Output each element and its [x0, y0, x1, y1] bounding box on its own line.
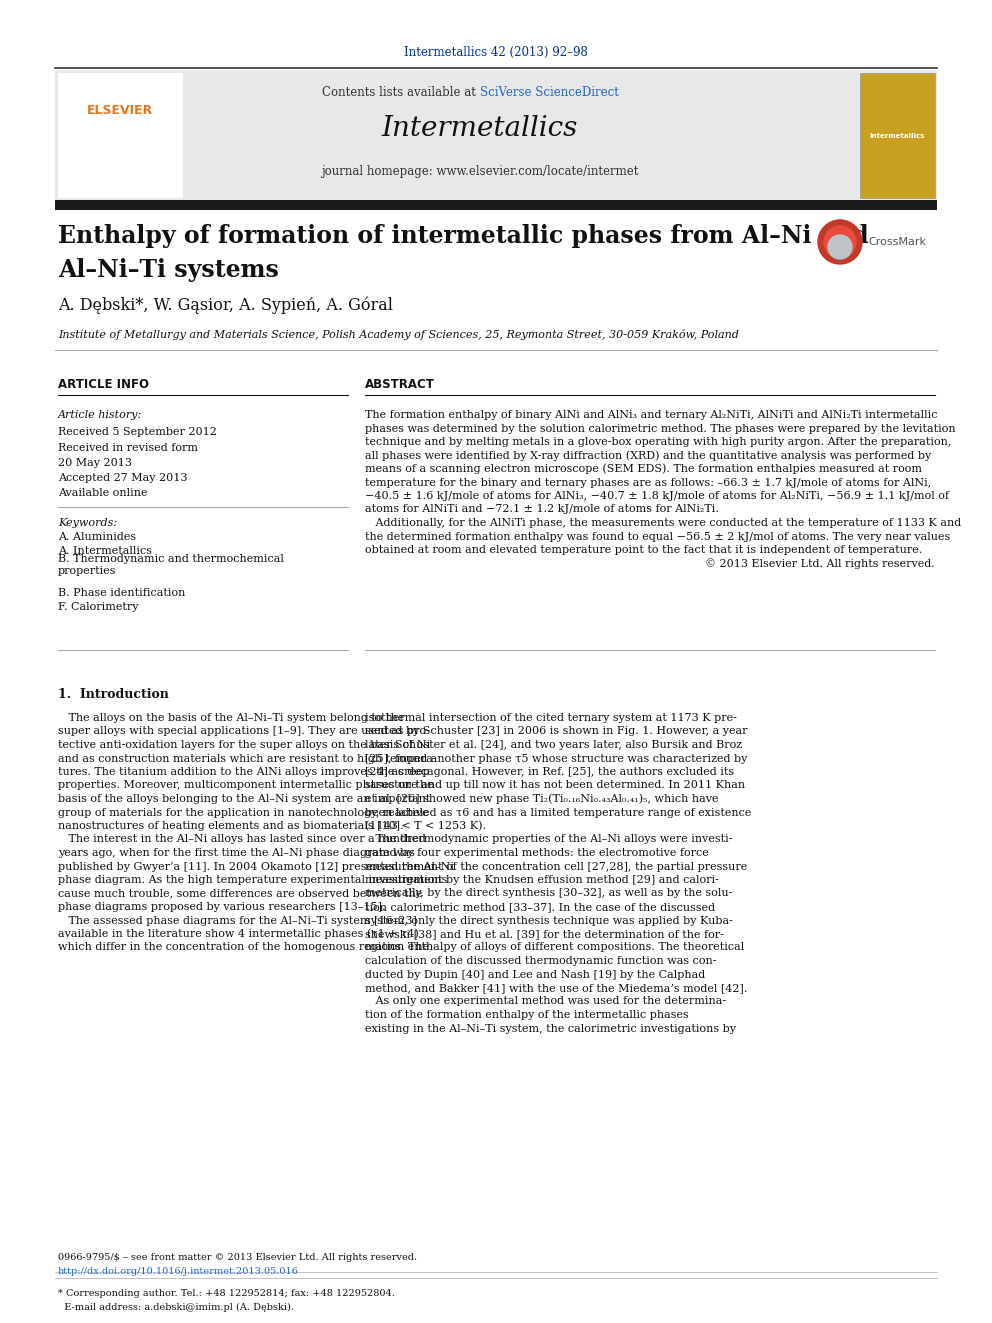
Circle shape: [818, 220, 862, 265]
Text: method, and Bakker [41] with the use of the Miedema’s model [42].: method, and Bakker [41] with the use of …: [365, 983, 747, 994]
Text: © 2013 Elsevier Ltd. All rights reserved.: © 2013 Elsevier Ltd. All rights reserved…: [705, 558, 935, 569]
Text: Available online: Available online: [58, 488, 148, 497]
Text: published by Gwyer’a [11]. In 2004 Okamoto [12] presented the Al–Ni: published by Gwyer’a [11]. In 2004 Okamo…: [58, 861, 454, 872]
Text: journal homepage: www.elsevier.com/locate/intermet: journal homepage: www.elsevier.com/locat…: [321, 165, 639, 179]
Text: F. Calorimetry: F. Calorimetry: [58, 602, 139, 613]
Text: Enthalpy of formation of intermetallic phases from Al–Ni and: Enthalpy of formation of intermetallic p…: [58, 224, 869, 247]
Text: been labeled as τ6 and has a limited temperature range of existence: been labeled as τ6 and has a limited tem…: [365, 807, 751, 818]
Text: et al. [26] showed new phase Ti₂(Ti₀.₁₆Ni₀.₄₃Al₀.₄₁)₅, which have: et al. [26] showed new phase Ti₂(Ti₀.₁₆N…: [365, 794, 718, 804]
Text: existing in the Al–Ni–Ti system, the calorimetric investigations by: existing in the Al–Ni–Ti system, the cal…: [365, 1024, 736, 1033]
Text: Intermetallics 42 (2013) 92–98: Intermetallics 42 (2013) 92–98: [404, 45, 588, 58]
Text: [25], found another phase τ5 whose structure was characterized by: [25], found another phase τ5 whose struc…: [365, 754, 747, 763]
Text: Received in revised form: Received in revised form: [58, 443, 198, 452]
Text: which differ in the concentration of the homogenous regions. The: which differ in the concentration of the…: [58, 942, 430, 953]
Text: all phases were identified by X-ray diffraction (XRD) and the quantitative analy: all phases were identified by X-ray diff…: [365, 450, 931, 460]
Text: super alloys with special applications [1–9]. They are used as pro-: super alloys with special applications […: [58, 726, 430, 737]
Text: structure and up till now it has not been determined. In 2011 Khan: structure and up till now it has not bee…: [365, 781, 745, 791]
Circle shape: [828, 235, 852, 259]
Text: Intermetallics: Intermetallics: [382, 115, 578, 142]
Text: The thermodynamic properties of the Al–Ni alloys were investi-: The thermodynamic properties of the Al–N…: [365, 835, 732, 844]
Text: group of materials for the application in nanotechnology, reactive: group of materials for the application i…: [58, 807, 429, 818]
Text: years ago, when for the first time the Al–Ni phase diagram was: years ago, when for the first time the A…: [58, 848, 415, 859]
Text: means of a scanning electron microscope (SEM EDS). The formation enthalpies meas: means of a scanning electron microscope …: [365, 464, 922, 474]
Text: B. Phase identification: B. Phase identification: [58, 587, 186, 598]
Text: measurement of the concentration cell [27,28], the partial pressure: measurement of the concentration cell [2…: [365, 861, 747, 872]
Text: tective anti-oxidation layers for the super alloys on the basis of Ni: tective anti-oxidation layers for the su…: [58, 740, 431, 750]
Text: SciVerse ScienceDirect: SciVerse ScienceDirect: [480, 86, 619, 98]
Text: The interest in the Al–Ni alloys has lasted since over a hundred: The interest in the Al–Ni alloys has las…: [58, 835, 426, 844]
Text: http://dx.doi.org/10.1016/j.intermet.2013.05.016: http://dx.doi.org/10.1016/j.intermet.201…: [58, 1266, 299, 1275]
Text: later Schuster et al. [24], and two years later, also Bursik and Broz: later Schuster et al. [24], and two year…: [365, 740, 742, 750]
Text: Intermetallics: Intermetallics: [869, 134, 925, 139]
Text: shewski [38] and Hu et al. [39] for the determination of the for-: shewski [38] and Hu et al. [39] for the …: [365, 929, 724, 939]
Text: 1.  Introduction: 1. Introduction: [58, 688, 169, 701]
Text: ELSEVIER: ELSEVIER: [87, 103, 153, 116]
Text: the determined formation enthalpy was found to equal −56.5 ± 2 kJ/mol of atoms. : the determined formation enthalpy was fo…: [365, 532, 950, 541]
Text: CrossMark: CrossMark: [868, 237, 926, 247]
Text: Al–Ni–Ti systems: Al–Ni–Ti systems: [58, 258, 279, 282]
Text: and as construction materials which are resistant to high tempera-: and as construction materials which are …: [58, 754, 436, 763]
Text: Accepted 27 May 2013: Accepted 27 May 2013: [58, 474, 187, 483]
Text: properties. Moreover, multicomponent intermetallic phases on the: properties. Moreover, multicomponent int…: [58, 781, 434, 791]
Text: The formation enthalpy of binary AlNi and AlNi₃ and ternary Al₂NiTi, AlNiTi and : The formation enthalpy of binary AlNi an…: [365, 410, 937, 419]
Text: isothermal intersection of the cited ternary system at 1173 K pre-: isothermal intersection of the cited ter…: [365, 713, 737, 722]
Text: measurement by the Knudsen effusion method [29] and calori-: measurement by the Knudsen effusion meth…: [365, 875, 719, 885]
Text: Article history:: Article history:: [58, 410, 142, 419]
Text: atoms for AlNiTi and −72.1 ± 1.2 kJ/mole of atoms for AlNi₂Ti.: atoms for AlNiTi and −72.1 ± 1.2 kJ/mole…: [365, 504, 719, 515]
Text: Contents lists available at: Contents lists available at: [322, 86, 480, 98]
Text: The alloys on the basis of the Al–Ni–Ti system belong to the: The alloys on the basis of the Al–Ni–Ti …: [58, 713, 405, 722]
Text: The assessed phase diagrams for the Al–Ni–Ti system [16–23]: The assessed phase diagrams for the Al–N…: [58, 916, 417, 926]
Text: A. Dębski*, W. Gąsior, A. Sypień, A. Góral: A. Dębski*, W. Gąsior, A. Sypień, A. Gór…: [58, 296, 393, 314]
Text: Received 5 September 2012: Received 5 September 2012: [58, 427, 217, 437]
Text: nanostructures of heating elements and as biomaterials [10].: nanostructures of heating elements and a…: [58, 822, 404, 831]
Text: 20 May 2013: 20 May 2013: [58, 458, 132, 468]
Text: phase diagram. As the high temperature experimental investigations: phase diagram. As the high temperature e…: [58, 875, 447, 885]
Text: Keywords:: Keywords:: [58, 519, 117, 528]
Text: basis of the alloys belonging to the Al–Ni system are an important: basis of the alloys belonging to the Al–…: [58, 794, 431, 804]
Text: gated by four experimental methods: the electromotive force: gated by four experimental methods: the …: [365, 848, 708, 859]
Text: A. Aluminides: A. Aluminides: [58, 532, 136, 542]
Text: cause much trouble, some differences are observed between the: cause much trouble, some differences are…: [58, 889, 423, 898]
Text: * Corresponding author. Tel.: +48 122952814; fax: +48 122952804.: * Corresponding author. Tel.: +48 122952…: [58, 1289, 395, 1298]
Bar: [55, 200, 937, 210]
Text: A. Intermetallics: A. Intermetallics: [58, 546, 152, 556]
Circle shape: [824, 226, 856, 258]
Text: ducted by Dupin [40] and Lee and Nash [19] by the Calphad: ducted by Dupin [40] and Lee and Nash [1…: [365, 970, 705, 979]
Text: system, only the direct synthesis technique was applied by Kuba-: system, only the direct synthesis techni…: [365, 916, 733, 926]
Text: ABSTRACT: ABSTRACT: [365, 378, 434, 392]
Text: As only one experimental method was used for the determina-: As only one experimental method was used…: [365, 996, 726, 1007]
Text: tures. The titanium addition to the AlNi alloys improves the creep: tures. The titanium addition to the AlNi…: [58, 767, 430, 777]
Text: (1143 < T < 1253 K).: (1143 < T < 1253 K).: [365, 820, 486, 831]
FancyBboxPatch shape: [55, 70, 937, 200]
Text: tion calorimetric method [33–37]. In the case of the discussed: tion calorimetric method [33–37]. In the…: [365, 902, 715, 912]
Text: Institute of Metallurgy and Materials Science, Polish Academy of Sciences, 25, R: Institute of Metallurgy and Materials Sc…: [58, 329, 739, 340]
Text: [24] as decagonal. However, in Ref. [25], the authors excluded its: [24] as decagonal. However, in Ref. [25]…: [365, 767, 734, 777]
Text: phases was determined by the solution calorimetric method. The phases were prepa: phases was determined by the solution ca…: [365, 423, 955, 434]
Text: metrically, by the direct synthesis [30–32], as well as by the solu-: metrically, by the direct synthesis [30–…: [365, 889, 732, 898]
Bar: [860, 73, 935, 198]
Text: B. Thermodynamic and thermochemical
properties: B. Thermodynamic and thermochemical prop…: [58, 554, 284, 576]
Text: phase diagrams proposed by various researchers [13–15].: phase diagrams proposed by various resea…: [58, 902, 386, 912]
Text: −40.5 ± 1.6 kJ/mole of atoms for AlNi₃, −40.7 ± 1.8 kJ/mole of atoms for Al₂NiTi: −40.5 ± 1.6 kJ/mole of atoms for AlNi₃, …: [365, 491, 949, 501]
Text: E-mail address: a.debski@imim.pl (A. Dębski).: E-mail address: a.debski@imim.pl (A. Dęb…: [58, 1302, 294, 1311]
Text: technique and by melting metals in a glove-box operating with high purity argon.: technique and by melting metals in a glo…: [365, 437, 951, 447]
Text: temperature for the binary and ternary phases are as follows: –66.3 ± 1.7 kJ/mol: temperature for the binary and ternary p…: [365, 478, 931, 487]
Text: mation enthalpy of alloys of different compositions. The theoretical: mation enthalpy of alloys of different c…: [365, 942, 744, 953]
Text: 0966-9795/$ – see front matter © 2013 Elsevier Ltd. All rights reserved.: 0966-9795/$ – see front matter © 2013 El…: [58, 1253, 417, 1262]
Text: ARTICLE INFO: ARTICLE INFO: [58, 378, 149, 392]
Text: sented by Schuster [23] in 2006 is shown in Fig. 1. However, a year: sented by Schuster [23] in 2006 is shown…: [365, 726, 748, 737]
Text: calculation of the discussed thermodynamic function was con-: calculation of the discussed thermodynam…: [365, 957, 716, 966]
Text: obtained at room and elevated temperature point to the fact that it is independe: obtained at room and elevated temperatur…: [365, 545, 923, 556]
Text: available in the literature show 4 intermetallic phases (τ1 + τ4): available in the literature show 4 inter…: [58, 929, 419, 939]
Bar: [58, 73, 183, 198]
Text: Additionally, for the AlNiTi phase, the measurements were conducted at the tempe: Additionally, for the AlNiTi phase, the …: [365, 519, 961, 528]
Text: tion of the formation enthalpy of the intermetallic phases: tion of the formation enthalpy of the in…: [365, 1009, 688, 1020]
